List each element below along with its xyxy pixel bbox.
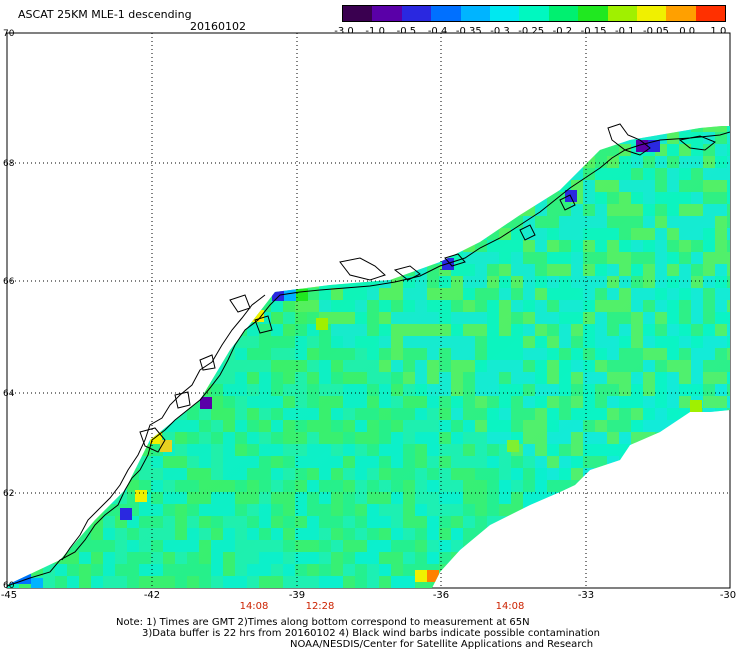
colorbar-label: -0.25 xyxy=(518,26,545,37)
colorbar-label: 0.0 xyxy=(679,26,696,37)
lon-label: -30 xyxy=(720,590,736,601)
colorbar-label: -0.15 xyxy=(580,26,607,37)
lon-label: -39 xyxy=(289,590,305,601)
colorbar-labels: -3.0 -1.0 -0.5 -0.4 -0.35 -0.3 -0.25 -0.2 -0.15-… xyxy=(330,26,740,38)
colorbar-swatch xyxy=(372,6,402,21)
colorbar-swatch xyxy=(548,6,579,21)
colorbar-label: -0.35 xyxy=(455,26,482,37)
colorbar-label: -1.0 xyxy=(365,26,385,37)
colorbar-swatch xyxy=(431,6,461,21)
lon-label: -33 xyxy=(578,590,594,601)
lon-label: -45 xyxy=(1,590,17,601)
time-labels: 14:08 12:28 14:08 xyxy=(240,601,525,612)
lon-label: -42 xyxy=(144,590,160,601)
note-line-1: Note: 1) Times are GMT 2)Times along bot… xyxy=(116,617,530,628)
colorbar-swatch xyxy=(666,6,696,21)
colorbar-label: -0.5 xyxy=(396,26,417,37)
date-label: 20160102 xyxy=(190,20,246,33)
colorbar-swatch xyxy=(695,6,726,21)
colorbar-label: -0.3 xyxy=(490,26,510,37)
colorbar-swatch xyxy=(460,6,490,21)
note-line-2: 3)Data buffer is 22 hrs from 20160102 4)… xyxy=(142,628,600,639)
colorbar-label: -0.1 xyxy=(615,26,635,37)
lat-label: 62 xyxy=(3,489,14,499)
lat-label: 60 xyxy=(3,581,15,591)
lat-label: 70 xyxy=(3,29,15,39)
lat-axis-labels: 70 68 66 64 62 60 xyxy=(3,29,15,591)
colorbar-swatch xyxy=(343,6,373,21)
colorbar-swatch xyxy=(636,6,667,21)
title: ASCAT 25KM MLE-1 descending xyxy=(18,8,192,21)
colorbar-swatch xyxy=(489,6,520,21)
note-line-3: NOAA/NESDIS/Center for Satellite Applica… xyxy=(290,639,594,650)
graticule xyxy=(7,33,730,588)
colorbar-label: 1.0 xyxy=(710,26,727,37)
colorbar-swatch xyxy=(401,6,432,21)
lat-label: 68 xyxy=(3,159,15,169)
time-label: 14:08 xyxy=(240,601,269,612)
colorbar-label: -0.05 xyxy=(643,26,669,37)
lat-label: 64 xyxy=(3,389,15,399)
colorbar-label: -0.4 xyxy=(427,26,448,37)
coastline xyxy=(6,123,731,587)
lat-label: 66 xyxy=(3,277,15,287)
colorbar-label: -3.0 xyxy=(334,26,354,37)
colorbar-swatch xyxy=(578,6,608,21)
lon-label: -36 xyxy=(433,590,449,601)
time-label: 14:08 xyxy=(496,601,525,612)
lon-axis-labels: -45 -42 -39 -36 -33 -30 xyxy=(1,590,736,601)
colorbar xyxy=(342,5,726,22)
time-label: 12:28 xyxy=(306,601,335,612)
colorbar-swatch xyxy=(607,6,637,21)
colorbar-label: -0.2 xyxy=(552,26,573,37)
colorbar-swatch xyxy=(519,6,549,21)
